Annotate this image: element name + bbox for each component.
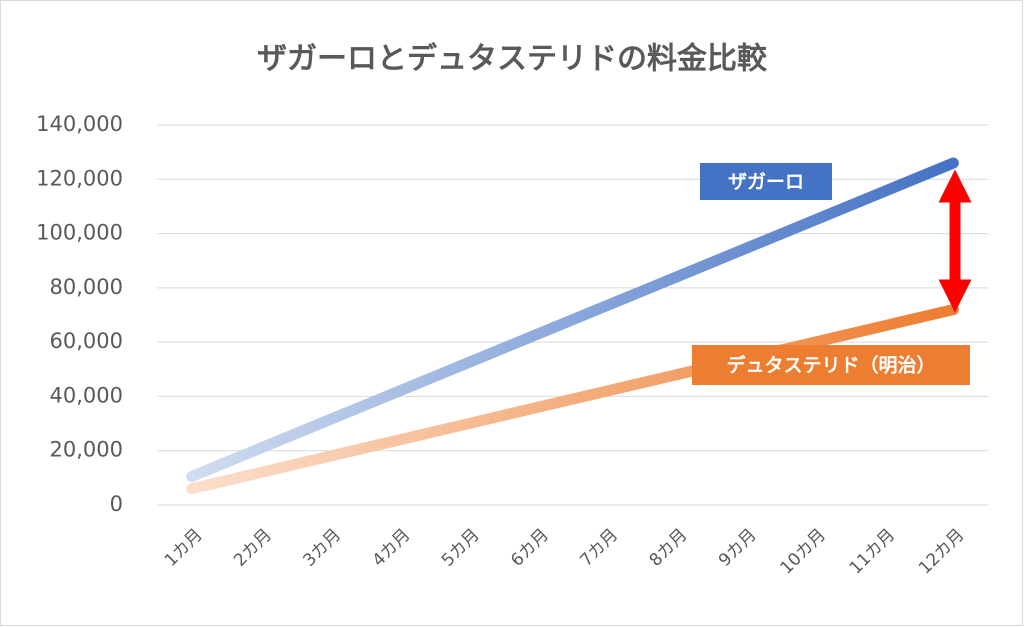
y-tick-label: 20,000 [50,438,123,462]
chart-title: ザガーロとデュタステリドの料金比較 [257,42,768,77]
series-line [186,304,959,495]
y-tick-label: 140,000 [36,112,123,136]
y-tick-label: 80,000 [50,275,123,299]
y-tick-label: 0 [110,492,123,516]
series-label-box [692,345,970,385]
series-line [186,157,959,482]
y-tick-label: 100,000 [36,221,123,245]
y-tick-label: 60,000 [50,329,123,353]
y-tick-label: 40,000 [50,383,123,407]
series-label: ザガーロ [728,171,804,193]
series-label: デュタステリド（明治） [726,354,935,377]
y-tick-label: 120,000 [36,166,123,190]
series-label-box [700,163,832,200]
